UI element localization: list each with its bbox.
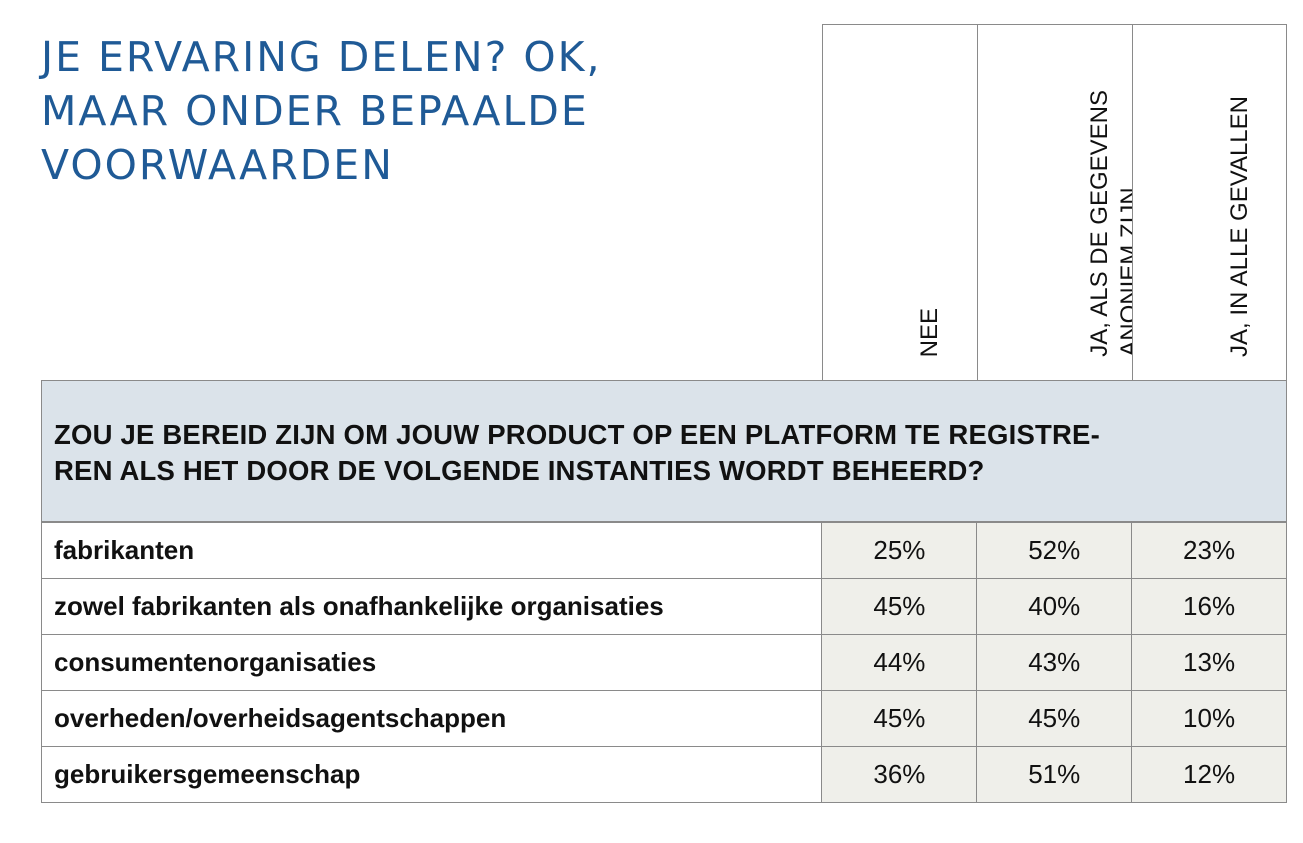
title-line: VOORWAARDEN xyxy=(41,141,394,189)
cell-ja-anoniem: 52% xyxy=(976,522,1133,579)
question-text: ZOU JE BEREID ZIJN OM JOUW PRODUCT OP EE… xyxy=(54,417,1269,489)
cell-nee: 45% xyxy=(821,578,978,635)
cell-nee: 45% xyxy=(821,690,978,747)
table-row: gebruikersgemeenschap 36% 51% 12% xyxy=(40,746,1287,803)
column-header-ja-alle: JA, IN ALLE GEVALLEN xyxy=(1132,24,1287,381)
cell-ja-alle: 13% xyxy=(1131,634,1287,691)
row-label: gebruikersgemeenschap xyxy=(40,746,823,803)
question-banner: ZOU JE BEREID ZIJN OM JOUW PRODUCT OP EE… xyxy=(41,380,1287,522)
column-header-ja-anoniem: JA, ALS DE GEGEVENS ANONIEM ZIJN xyxy=(977,24,1143,381)
cell-nee: 25% xyxy=(821,522,978,579)
cell-ja-alle: 12% xyxy=(1131,746,1287,803)
cell-ja-alle: 23% xyxy=(1131,522,1287,579)
row-label: fabrikanten xyxy=(40,522,823,579)
page-title: JE ERVARING DELEN? OK, MAAR ONDER BEPAAL… xyxy=(41,30,781,192)
cell-nee: 44% xyxy=(821,634,978,691)
cell-ja-anoniem: 43% xyxy=(976,634,1133,691)
cell-ja-anoniem: 45% xyxy=(976,690,1133,747)
table-row: consumentenorganisaties 44% 43% 13% xyxy=(40,634,1287,691)
row-label: zowel fabrikanten als onafhankelijke org… xyxy=(40,578,823,635)
cell-ja-anoniem: 40% xyxy=(976,578,1133,635)
table-row: overheden/overheidsagentschappen 45% 45%… xyxy=(40,690,1287,747)
row-label: overheden/overheidsagentschappen xyxy=(40,690,823,747)
title-line: MAAR ONDER BEPAALDE xyxy=(41,87,589,135)
cell-ja-alle: 10% xyxy=(1131,690,1287,747)
title-line: JE ERVARING DELEN? OK, xyxy=(41,33,602,81)
cell-ja-anoniem: 51% xyxy=(976,746,1133,803)
question-line: REN ALS HET DOOR DE VOLGENDE INSTANTIES … xyxy=(54,455,985,486)
column-header-label: JA, IN ALLE GEVALLEN xyxy=(1225,95,1253,357)
data-table: fabrikanten 25% 52% 23% zowel fabrikante… xyxy=(40,522,1287,803)
cell-ja-alle: 16% xyxy=(1131,578,1287,635)
question-line: ZOU JE BEREID ZIJN OM JOUW PRODUCT OP EE… xyxy=(54,419,1100,450)
cell-nee: 36% xyxy=(821,746,978,803)
table-row: fabrikanten 25% 52% 23% xyxy=(40,522,1287,579)
column-header-nee: NEE xyxy=(822,24,978,381)
column-header-label: NEE xyxy=(916,307,943,357)
table-row: zowel fabrikanten als onafhankelijke org… xyxy=(40,578,1287,635)
row-label: consumentenorganisaties xyxy=(40,634,823,691)
